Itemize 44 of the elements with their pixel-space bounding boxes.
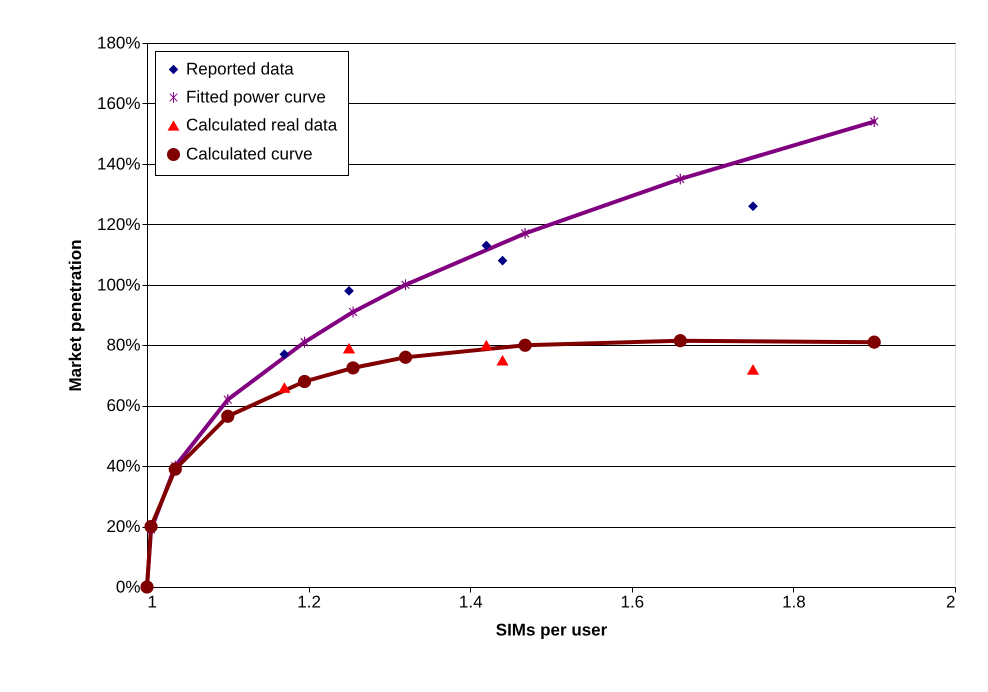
point (747, 364, 759, 375)
y-tick-label: 100% (97, 275, 140, 294)
y-tick-label: 0% (116, 578, 140, 596)
y-tick-label: 160% (97, 94, 140, 113)
point (482, 240, 492, 250)
point (224, 394, 232, 406)
x-tick-label: 1.2 (297, 592, 321, 612)
point (748, 201, 758, 211)
point (278, 382, 290, 393)
y-tick-label: 120% (97, 214, 140, 234)
point (144, 520, 158, 534)
x-tick-label: 1 (148, 592, 157, 612)
point (520, 228, 530, 239)
point (868, 336, 881, 349)
legend-label: Calculated curve (186, 144, 313, 164)
y-tick-label: 180% (97, 34, 140, 52)
point (480, 340, 492, 350)
point (496, 355, 509, 366)
y-tick-label: 20% (106, 517, 140, 536)
point (674, 334, 687, 348)
x-axis-title: SIMs per user (496, 620, 608, 640)
legend-label: Fitted power curve (186, 88, 326, 106)
legend-label: Calculated real data (186, 116, 338, 134)
x-tick-label: 1.6 (620, 592, 644, 612)
point (280, 350, 290, 360)
y-tick-label: 60% (106, 396, 140, 416)
x-tick-label: 1.8 (782, 592, 806, 612)
y-axis-title: Market penetration (66, 239, 86, 392)
point (518, 338, 532, 352)
point (344, 286, 354, 296)
point (298, 374, 312, 388)
x-tick-label: 1.4 (458, 592, 483, 612)
point (399, 350, 412, 364)
x-tick-label: 2 (946, 592, 956, 612)
point (348, 306, 358, 318)
y-tick-label: 80% (106, 336, 140, 355)
point (346, 361, 360, 374)
point (221, 410, 234, 423)
point (343, 343, 355, 354)
y-tick-label: 140% (97, 154, 140, 174)
point (498, 256, 508, 266)
legend-label: Reported data (186, 60, 294, 78)
point (168, 462, 182, 476)
y-tick-label: 40% (106, 456, 140, 476)
